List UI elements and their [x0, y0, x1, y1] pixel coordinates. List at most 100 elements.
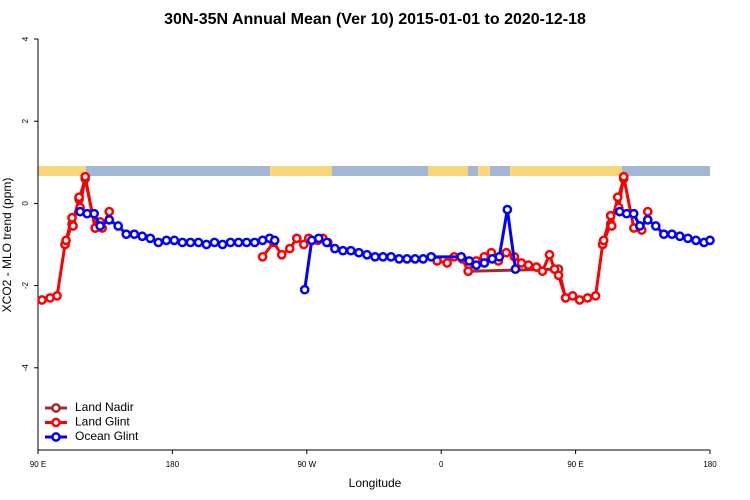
data-point — [463, 266, 474, 277]
data-point — [104, 214, 115, 225]
legend-marker — [51, 432, 61, 442]
data-point — [582, 293, 593, 303]
data-point — [276, 249, 287, 260]
data-point — [471, 260, 482, 270]
data-point — [201, 239, 212, 250]
data-point — [537, 266, 548, 277]
legend-label: Ocean Glint — [75, 429, 139, 443]
data-point — [683, 233, 693, 244]
y-tick-label: -4 — [21, 364, 30, 372]
series-line — [79, 208, 711, 290]
data-point — [567, 291, 578, 301]
land-ocean-strip — [38, 166, 710, 176]
y-tick-label: 2 — [21, 118, 30, 123]
data-point — [338, 245, 348, 256]
data-point — [634, 221, 645, 231]
data-point — [667, 229, 677, 240]
data-point — [153, 237, 164, 248]
y-tick-label: 0 — [21, 201, 30, 206]
data-point — [705, 235, 715, 246]
data-point — [544, 249, 555, 260]
data-point — [605, 210, 616, 221]
data-point — [161, 235, 172, 246]
data-point — [177, 237, 188, 248]
data-point — [650, 221, 661, 231]
x-axis-label: Longitude — [349, 476, 402, 490]
x-tick-label: 90 E — [567, 460, 583, 469]
chart-title: 30N-35N Annual Mean (Ver 10) 2015-01-01 … — [164, 11, 586, 28]
data-point — [510, 264, 521, 275]
data-point — [225, 237, 236, 248]
data-point — [362, 249, 372, 260]
data-point — [249, 237, 260, 248]
data-point — [145, 233, 156, 244]
data-point — [346, 245, 356, 256]
y-tick-label: 4 — [21, 36, 30, 41]
data-point — [418, 254, 428, 264]
data-point — [330, 243, 340, 254]
data-point — [95, 221, 105, 231]
data-point — [241, 237, 252, 248]
data-point — [74, 192, 84, 203]
data-point — [137, 231, 148, 242]
data-point — [61, 235, 71, 246]
x-tick-label: 90 E — [30, 460, 46, 469]
data-point — [370, 251, 380, 262]
data-point — [410, 254, 420, 264]
data-point — [691, 235, 701, 246]
legend-label: Land Glint — [75, 415, 130, 429]
data-point — [394, 254, 404, 264]
data-point — [618, 171, 629, 182]
x-tick-label: 180 — [703, 460, 717, 469]
data-point — [129, 229, 140, 240]
data-point — [269, 235, 280, 246]
data-point — [68, 221, 78, 231]
data-point — [313, 233, 324, 244]
data-point — [378, 251, 388, 262]
data-point — [598, 235, 609, 246]
legend-label: Land Nadir — [75, 400, 134, 414]
x-tick-label: 90 W — [297, 460, 316, 469]
data-point — [209, 237, 220, 248]
data-point — [612, 192, 623, 203]
legend-marker — [51, 403, 61, 413]
data-point — [494, 251, 505, 262]
data-point — [52, 291, 62, 301]
data-point — [121, 229, 132, 240]
data-point — [502, 204, 513, 215]
x-tick-label: 0 — [439, 460, 444, 469]
data-point — [501, 247, 512, 258]
data-point — [402, 254, 412, 264]
data-point — [321, 237, 332, 248]
data-point — [456, 251, 467, 262]
data-point — [386, 251, 396, 262]
data-point — [642, 206, 653, 217]
data-point — [574, 295, 585, 305]
data-point — [674, 231, 685, 242]
data-point — [37, 295, 47, 305]
data-point — [523, 260, 534, 270]
data-point — [628, 208, 639, 219]
y-axis-label: XCO2 - MLO trend (ppm) — [0, 178, 14, 313]
data-point — [284, 243, 295, 254]
data-point — [298, 239, 309, 250]
y-tick-label: -2 — [21, 281, 30, 289]
data-point — [193, 237, 204, 248]
data-point — [80, 171, 91, 182]
data-point — [291, 233, 302, 244]
data-point — [299, 284, 310, 295]
data-point — [185, 237, 196, 248]
data-point — [169, 235, 180, 246]
data-point — [354, 247, 364, 258]
data-point — [659, 229, 669, 240]
data-point — [442, 258, 453, 268]
data-point — [104, 206, 115, 217]
data-point — [257, 251, 268, 262]
data-point — [590, 291, 601, 301]
legend-marker — [51, 417, 61, 428]
data-point — [67, 212, 77, 223]
data-point — [606, 221, 617, 231]
data-point — [642, 214, 653, 225]
data-point — [553, 270, 564, 281]
